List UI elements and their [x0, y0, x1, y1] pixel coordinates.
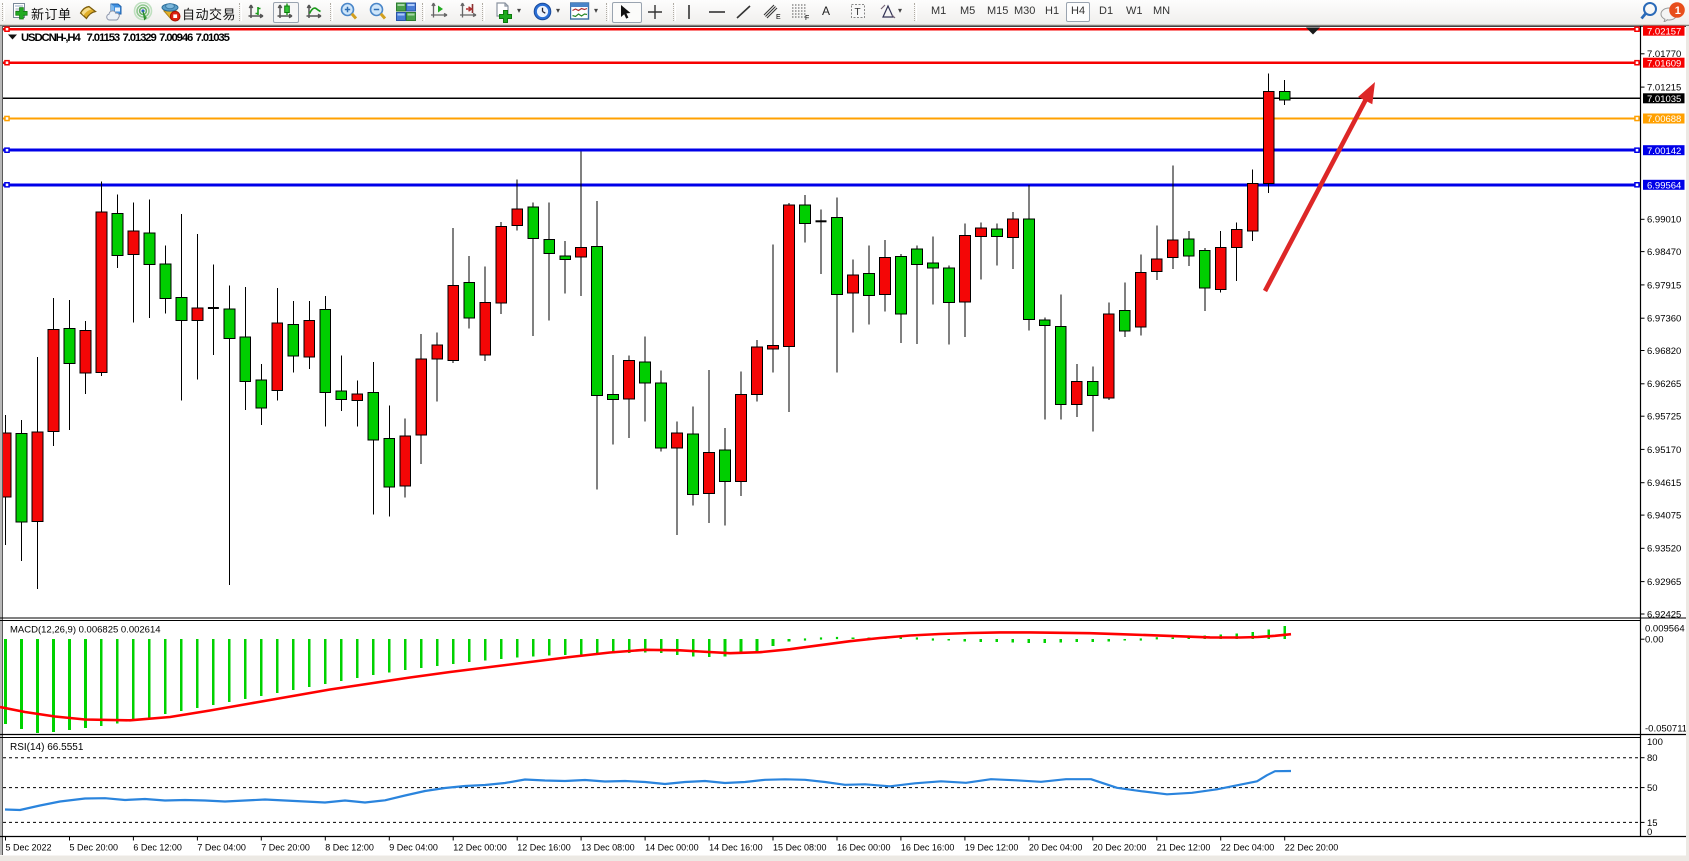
svg-text:15 Dec 08:00: 15 Dec 08:00: [773, 843, 827, 853]
svg-text:22 Dec 20:00: 22 Dec 20:00: [1285, 843, 1339, 853]
svg-text:15: 15: [1647, 818, 1658, 829]
svg-text:6 Dec 12:00: 6 Dec 12:00: [133, 843, 182, 853]
svg-text:9 Dec 04:00: 9 Dec 04:00: [389, 843, 438, 853]
svg-text:12 Dec 00:00: 12 Dec 00:00: [453, 843, 507, 853]
svg-text:12 Dec 16:00: 12 Dec 16:00: [517, 843, 571, 853]
svg-text:6.92425: 6.92425: [1647, 609, 1681, 620]
svg-text:6.92965: 6.92965: [1647, 577, 1681, 588]
svg-text:20 Dec 04:00: 20 Dec 04:00: [1029, 843, 1083, 853]
svg-text:7.01035: 7.01035: [1647, 94, 1681, 105]
svg-text:16 Dec 00:00: 16 Dec 00:00: [837, 843, 891, 853]
svg-text:1: 1: [1675, 5, 1681, 17]
svg-text:5 Dec 20:00: 5 Dec 20:00: [70, 843, 119, 853]
svg-text:20 Dec 20:00: 20 Dec 20:00: [1093, 843, 1147, 853]
svg-text:6.96265: 6.96265: [1647, 379, 1681, 390]
svg-text:MACD(12,26,9) 0.006825 0.00261: MACD(12,26,9) 0.006825 0.002614: [10, 625, 161, 636]
svg-text:7 Dec 20:00: 7 Dec 20:00: [261, 843, 310, 853]
svg-text:6.95725: 6.95725: [1647, 412, 1681, 423]
svg-text:6.93520: 6.93520: [1647, 544, 1681, 555]
svg-text:22 Dec 04:00: 22 Dec 04:00: [1221, 843, 1275, 853]
svg-text:6.99564: 6.99564: [1647, 180, 1681, 191]
svg-text:6.97915: 6.97915: [1647, 280, 1681, 291]
svg-text:50: 50: [1647, 783, 1658, 794]
svg-text:100: 100: [1647, 737, 1663, 748]
svg-text:6.96820: 6.96820: [1647, 346, 1681, 357]
svg-text:5 Dec 2022: 5 Dec 2022: [6, 843, 52, 853]
svg-text:6.98470: 6.98470: [1647, 247, 1681, 258]
svg-text:0: 0: [1647, 827, 1652, 838]
svg-text:0.00: 0.00: [1645, 635, 1664, 646]
svg-text:19 Dec 12:00: 19 Dec 12:00: [965, 843, 1019, 853]
svg-text:USDCNH-,H4 7.01153 7.01329 7.: USDCNH-,H4 7.01153 7.01329 7.00946 7.010…: [21, 32, 230, 44]
svg-text:8 Dec 12:00: 8 Dec 12:00: [325, 843, 374, 853]
svg-text:7.02157: 7.02157: [1647, 26, 1681, 37]
svg-text:7.01215: 7.01215: [1647, 83, 1681, 94]
svg-text:6.97360: 6.97360: [1647, 314, 1681, 325]
svg-text:6.95170: 6.95170: [1647, 445, 1681, 456]
svg-text:6.94615: 6.94615: [1647, 478, 1681, 489]
svg-text:80: 80: [1647, 753, 1658, 764]
svg-text:E: E: [776, 14, 781, 21]
svg-text:14 Dec 00:00: 14 Dec 00:00: [645, 843, 699, 853]
svg-text:-0.050711: -0.050711: [1645, 723, 1687, 734]
svg-text:7.01609: 7.01609: [1647, 58, 1681, 69]
svg-text:13 Dec 08:00: 13 Dec 08:00: [581, 843, 635, 853]
svg-text:6.99010: 6.99010: [1647, 215, 1681, 226]
svg-text:16 Dec 16:00: 16 Dec 16:00: [901, 843, 955, 853]
svg-text:RSI(14) 66.5551: RSI(14) 66.5551: [10, 742, 84, 753]
svg-text:F: F: [805, 15, 809, 21]
svg-text:7 Dec 04:00: 7 Dec 04:00: [197, 843, 246, 853]
svg-text:6.94075: 6.94075: [1647, 511, 1681, 522]
svg-text:0.009564: 0.009564: [1645, 624, 1685, 635]
svg-text:21 Dec 12:00: 21 Dec 12:00: [1157, 843, 1211, 853]
svg-text:7.01770: 7.01770: [1647, 49, 1681, 60]
svg-text:7.00688: 7.00688: [1647, 114, 1681, 125]
svg-text:7.00142: 7.00142: [1647, 146, 1681, 157]
svg-text:T: T: [855, 7, 861, 18]
svg-text:14 Dec 16:00: 14 Dec 16:00: [709, 843, 763, 853]
